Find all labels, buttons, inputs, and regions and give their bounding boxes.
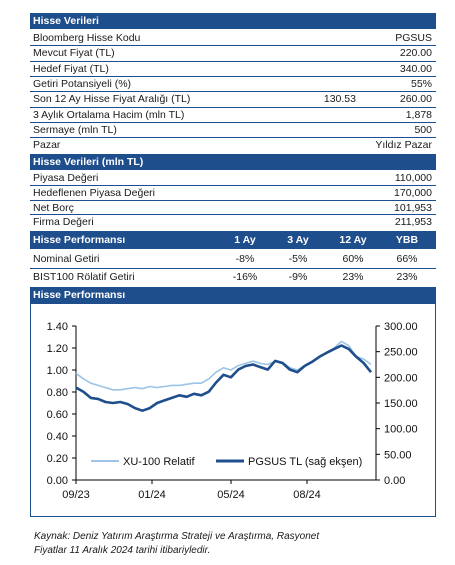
data-row: Bloomberg Hisse Kodu PGSUS <box>30 31 436 45</box>
row-value: 220.00 <box>399 47 432 60</box>
row-label: Bloomberg Hisse Kodu <box>33 32 141 44</box>
row-label: 3 Aylık Ortalama Hacim (mln TL) <box>33 108 185 121</box>
data-row: Mevcut Fiyat (TL) 220.00 <box>30 46 436 60</box>
perf-cell: -5% <box>288 253 308 265</box>
legend-label: XU-100 Relatif <box>123 456 195 468</box>
perf-cell: -16% <box>232 271 258 283</box>
divider <box>30 121 436 123</box>
divider <box>30 137 436 139</box>
legend-label: PGSUS TL (sağ ekşen) <box>248 456 362 468</box>
perf-row-label: BIST100 Rölatif Getiri <box>33 271 135 283</box>
perf-row-nominal: Nominal Getiri -8% -5% 60% 66% <box>30 252 436 266</box>
row-label: Hedef Fiyat (TL) <box>33 62 109 75</box>
row-value: 55% <box>410 77 432 90</box>
data-row: 3 Aylık Ortalama Hacim (mln TL) 1,878 <box>30 108 436 122</box>
x-tick-label: 08/24 <box>293 489 321 501</box>
x-tick-label: 05/24 <box>217 489 245 501</box>
divider <box>30 199 436 201</box>
data-row: Getiri Potansiyeli (%) 55% <box>30 77 436 91</box>
row-label: Son 12 Ay Hisse Fiyat Aralığı (TL) <box>33 93 191 106</box>
data-row: Firma Değeri 211,953 <box>30 215 436 229</box>
right-tick-label: 300.00 <box>384 321 418 333</box>
x-tick-label: 09/23 <box>62 489 90 501</box>
row-label: Firma Değeri <box>33 216 94 229</box>
valuation-header: Hisse Verileri (mln TL) <box>30 154 436 170</box>
left-tick-label: 0.80 <box>47 387 68 399</box>
performance-header: Hisse Performansı 1 Ay 3 Ay 12 Ay YBB <box>30 231 436 249</box>
data-row: Pazar Yıldız Pazar <box>30 138 436 152</box>
data-row: Son 12 Ay Hisse Fiyat Aralığı (TL) 130.53… <box>30 92 436 106</box>
row-label: Net Borç <box>33 201 74 214</box>
right-tick-label: 0.00 <box>384 475 405 487</box>
row-label: Hedeflenen Piyasa Değeri <box>33 186 155 199</box>
perf-cell: 23% <box>396 271 418 283</box>
perf-cell: 66% <box>396 253 418 265</box>
right-tick-label: 150.00 <box>384 398 418 410</box>
source-line-1: Kaynak: Deniz Yatırım Araştırma Strateji… <box>34 531 320 542</box>
row-value: 170,000 <box>394 186 432 199</box>
divider <box>30 91 436 93</box>
row-value: PGSUS <box>395 32 432 44</box>
performance-chart: 0.00 0.20 0.40 0.60 0.80 1.00 1.20 1.40 0.00 50.0… <box>47 321 418 501</box>
series-line-0 <box>75 340 372 391</box>
row-value: Yıldız Pazar <box>375 139 432 152</box>
row-label: Mevcut Fiyat (TL) <box>33 47 115 60</box>
chart-section-header: Hisse Performansı <box>30 287 436 303</box>
source-line-2: Fiyatlar 11 Aralık 2024 tarihi itibariyl… <box>34 545 211 556</box>
divider <box>30 184 436 186</box>
data-row: Net Borç 101,953 <box>30 201 436 215</box>
left-tick-label: 0.20 <box>47 453 68 465</box>
row-value: 101,953 <box>394 201 432 214</box>
row-value: 211,953 <box>394 216 432 229</box>
perf-cell: 23% <box>342 271 364 283</box>
row-label: Piyasa Değeri <box>33 172 99 184</box>
col-1m-header: 1 Ay <box>234 234 256 246</box>
data-row: Sermaye (mln TL) 500 <box>30 123 436 137</box>
performance-title: Hisse Performansı <box>33 234 126 246</box>
perf-cell: -9% <box>288 271 308 283</box>
row-value: 340.00 <box>399 62 432 75</box>
left-tick-label: 0.60 <box>47 409 68 421</box>
source-note: Kaynak: Deniz Yatırım Araştırma Strateji… <box>34 530 434 558</box>
right-tick-label: 100.00 <box>384 424 418 436</box>
row-label: Getiri Potansiyeli (%) <box>33 77 132 90</box>
row-value: 110,000 <box>394 172 432 184</box>
col-ytd-header: YBB <box>395 234 419 246</box>
divider <box>30 106 436 108</box>
row-value: 1,878 <box>405 108 432 121</box>
divider <box>30 75 436 77</box>
col-3m-header: 3 Ay <box>287 234 309 246</box>
stock-data-header: Hisse Verileri <box>30 13 436 29</box>
left-tick-label: 0.40 <box>47 431 68 443</box>
x-tick-label: 01/24 <box>138 489 166 501</box>
right-tick-label: 250.00 <box>384 347 418 359</box>
left-tick-label: 0.00 <box>47 475 68 487</box>
data-row: Hedeflenen Piyasa Değeri 170,000 <box>30 186 436 200</box>
right-tick-label: 50.00 <box>384 449 412 461</box>
perf-row-relative: BIST100 Rölatif Getiri -16% -9% 23% 23% <box>30 270 436 284</box>
divider <box>30 60 436 62</box>
divider <box>30 268 436 269</box>
perf-cell: 60% <box>342 253 364 265</box>
row-value: 500 <box>414 123 432 136</box>
row-mid-value: 130.53 <box>323 93 356 106</box>
perf-row-label: Nominal Getiri <box>33 253 100 265</box>
divider <box>30 214 436 216</box>
data-row: Hedef Fiyat (TL) 340.00 <box>30 62 436 76</box>
row-label: Sermaye (mln TL) <box>33 123 117 136</box>
divider <box>30 45 436 47</box>
perf-cell: -8% <box>235 253 255 265</box>
left-tick-label: 1.00 <box>47 365 68 377</box>
series-line-1 <box>75 344 373 412</box>
left-tick-label: 1.20 <box>47 343 68 355</box>
row-label: Pazar <box>33 139 61 152</box>
data-row: Piyasa Değeri 110,000 <box>30 171 436 185</box>
chart-frame: 0.00 0.20 0.40 0.60 0.80 1.00 1.20 1.40 0.00 50.0… <box>30 303 436 517</box>
right-tick-label: 200.00 <box>384 372 418 384</box>
row-value: 260.00 <box>399 93 432 106</box>
col-12m-header: 12 Ay <box>339 234 367 246</box>
left-tick-label: 1.40 <box>47 321 68 333</box>
